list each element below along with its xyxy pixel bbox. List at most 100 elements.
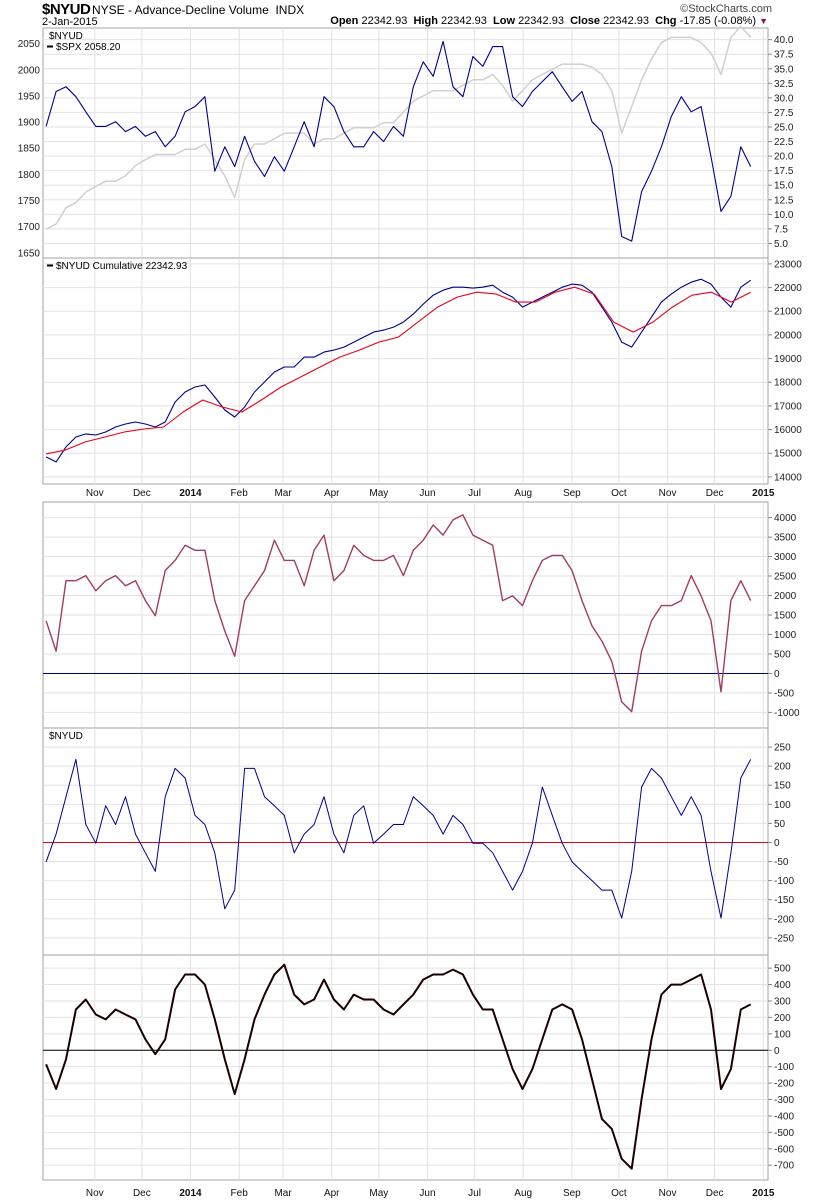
y-tick-label: 20000 xyxy=(774,330,802,341)
y-tick-label: 25.0 xyxy=(774,122,794,133)
y-tick-label: 21000 xyxy=(774,307,802,318)
x-tick-label: Sep xyxy=(563,488,581,499)
series-line-moving-average xyxy=(45,286,751,455)
description: NYSE - Advance-Decline Volume INDX xyxy=(92,3,304,17)
x-tick-label: Mar xyxy=(274,488,292,499)
y-tick-label: 400 xyxy=(774,980,791,991)
x-tick-label: 2014 xyxy=(179,488,202,499)
x-tick-label: Mar xyxy=(274,1188,292,1199)
legend-label: $NYUD Cumulative 22342.93 xyxy=(56,261,188,272)
y-tick-label: 15.0 xyxy=(774,181,794,192)
panel-oscillator2 xyxy=(42,727,769,956)
y-tick-label: 32.5 xyxy=(774,79,794,90)
x-tick-label: Dec xyxy=(133,1188,151,1199)
y-tick-label: -200 xyxy=(774,914,794,925)
y-tick-label: 15000 xyxy=(774,449,802,460)
series-line-indicator xyxy=(45,514,752,713)
y-tick-label: 150 xyxy=(774,781,791,792)
copyright: ©StockCharts.com xyxy=(680,3,772,15)
y-tick-label: 1000 xyxy=(774,630,797,641)
legend-label: $NYUD xyxy=(49,731,83,742)
high-value: 22342.93 xyxy=(440,15,487,27)
panel-cumulative xyxy=(42,257,769,485)
y-tick-label: 250 xyxy=(774,743,791,754)
description-text: NYSE - Advance-Decline Volume xyxy=(92,3,269,17)
series-line--spx xyxy=(45,25,752,230)
y-tick-label-left: 1950 xyxy=(18,91,41,102)
y-tick-label-left: 1700 xyxy=(18,222,41,233)
series-line-indicator xyxy=(45,963,752,1170)
y-tick-label: -500 xyxy=(774,688,794,699)
y-tick-label: 200 xyxy=(774,1013,791,1024)
y-tick-label: 100 xyxy=(774,800,791,811)
down-triangle-icon: ▼ xyxy=(759,16,768,26)
x-tick-label: 2014 xyxy=(179,1188,202,1199)
y-tick-label: 19000 xyxy=(774,354,802,365)
y-tick-label: -100 xyxy=(774,876,794,887)
y-tick-label-left: 1650 xyxy=(18,248,41,259)
x-tick-label: Jun xyxy=(419,488,435,499)
open-label: Open xyxy=(330,15,359,27)
y-tick-label-left: 1850 xyxy=(18,144,41,155)
x-tick-label: Dec xyxy=(706,488,724,499)
x-tick-label: May xyxy=(369,1188,388,1199)
x-tick-label: Feb xyxy=(231,488,249,499)
legend-label: $NYUD xyxy=(49,31,83,42)
y-tick-label: -1000 xyxy=(774,708,800,719)
y-tick-label: -500 xyxy=(774,1128,794,1139)
y-tick-label: 14000 xyxy=(774,472,802,483)
x-tick-label: Jul xyxy=(468,1188,481,1199)
y-tick-label: 40.0 xyxy=(774,35,794,46)
y-tick-label: 0 xyxy=(774,838,780,849)
y-tick-label: 23000 xyxy=(774,259,802,270)
legend-label: $SPX 2058.20 xyxy=(56,42,121,53)
y-tick-label: 10.0 xyxy=(774,210,794,221)
series-line--nyud xyxy=(45,40,752,242)
low-value: 22342.93 xyxy=(518,15,564,27)
y-tick-label: 16000 xyxy=(774,425,802,436)
x-tick-label: Nov xyxy=(86,488,104,499)
instrument-type: INDX xyxy=(275,3,305,17)
y-tick-label: 22.5 xyxy=(774,137,794,148)
x-tick-label: Apr xyxy=(324,488,340,499)
y-tick-label: 17000 xyxy=(774,401,802,412)
y-tick-label: 500 xyxy=(774,964,791,975)
y-tick-label: 2500 xyxy=(774,572,797,583)
y-tick-label: 22000 xyxy=(774,283,802,294)
open-value: 22342.93 xyxy=(361,15,408,27)
close-value: 22342.93 xyxy=(603,15,649,27)
y-tick-label: 18000 xyxy=(774,378,802,389)
y-tick-label: -100 xyxy=(774,1062,794,1073)
series-line--nyud-cumulative xyxy=(45,278,752,463)
symbol: $NYUD xyxy=(42,1,91,18)
y-tick-label: 200 xyxy=(774,762,791,773)
y-tick-label: 0 xyxy=(774,669,780,680)
x-tick-label: Sep xyxy=(563,1188,581,1199)
y-tick-label: -400 xyxy=(774,1111,794,1122)
x-tick-label: Nov xyxy=(659,488,677,499)
x-tick-label: 2015 xyxy=(752,488,775,499)
x-tick-label: Feb xyxy=(231,1188,249,1199)
y-tick-label: 1500 xyxy=(774,611,797,622)
y-tick-label: -600 xyxy=(774,1144,794,1155)
y-tick-label: 17.5 xyxy=(774,166,794,177)
y-tick-label: 500 xyxy=(774,649,791,660)
y-tick-label: 4000 xyxy=(774,513,797,524)
y-tick-label: 27.5 xyxy=(774,108,794,119)
panel-price xyxy=(42,27,769,259)
quote-date: 2-Jan-2015 xyxy=(42,16,98,28)
y-tick-label: 12.5 xyxy=(774,195,794,206)
ohlc-readout: Open 22342.93 High 22342.93 Low 22342.93… xyxy=(330,15,768,27)
x-tick-label: Oct xyxy=(611,1188,627,1199)
chart-header: $NYUD NYSE - Advance-Decline Volume INDX… xyxy=(0,0,820,28)
x-tick-label: Aug xyxy=(514,1188,532,1199)
close-label: Close xyxy=(570,15,601,27)
x-tick-label: Nov xyxy=(86,1188,104,1199)
y-tick-label: -700 xyxy=(774,1161,794,1172)
y-tick-label-left: 1750 xyxy=(18,196,41,207)
x-tick-label: Jul xyxy=(468,488,481,499)
y-tick-label: 100 xyxy=(774,1029,791,1040)
y-tick-label: -150 xyxy=(774,895,794,906)
y-tick-label: -200 xyxy=(774,1079,794,1090)
